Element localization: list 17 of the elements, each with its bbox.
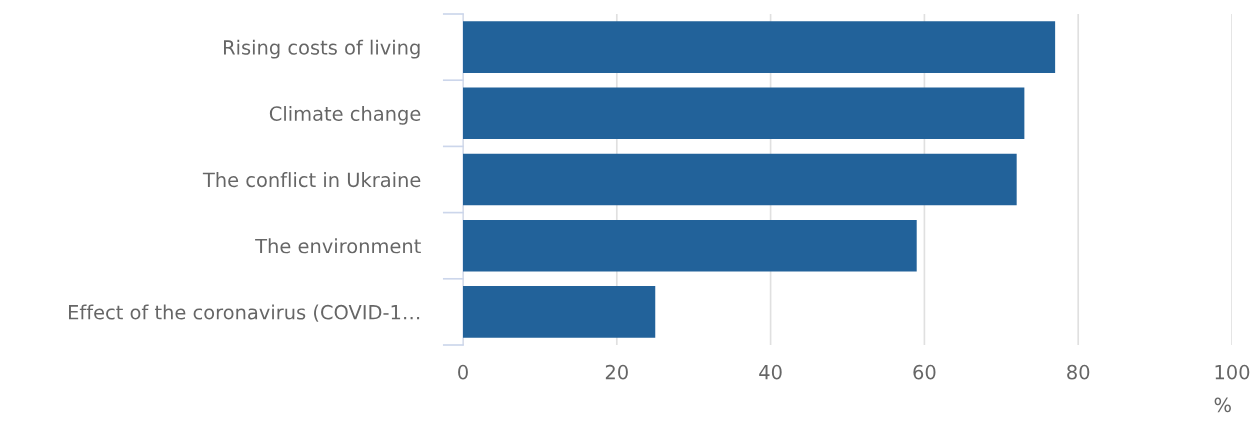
x-axis-title: % — [1214, 397, 1231, 413]
bar — [463, 21, 1056, 73]
bar — [463, 219, 917, 272]
y-tick-label: Rising costs of living — [224, 39, 420, 59]
y-tick-label: The conflict in Ukraine — [202, 172, 421, 188]
x-tick-label: 20 — [605, 364, 628, 380]
x-tick-label: 100 — [1215, 364, 1250, 380]
y-tick-label: Effect of the coronavirus (COVID-1… — [69, 304, 420, 322]
x-tick-label: 80 — [1067, 364, 1090, 380]
y-tick-label: Climate change — [269, 105, 421, 125]
x-tick-label: 0 — [458, 364, 468, 380]
x-tick-label: 40 — [759, 364, 782, 380]
bar — [463, 87, 1025, 140]
y-tick-label: The environment — [255, 238, 421, 254]
bar — [463, 286, 656, 338]
x-tick-label: 60 — [913, 364, 936, 380]
bar — [463, 153, 1017, 206]
